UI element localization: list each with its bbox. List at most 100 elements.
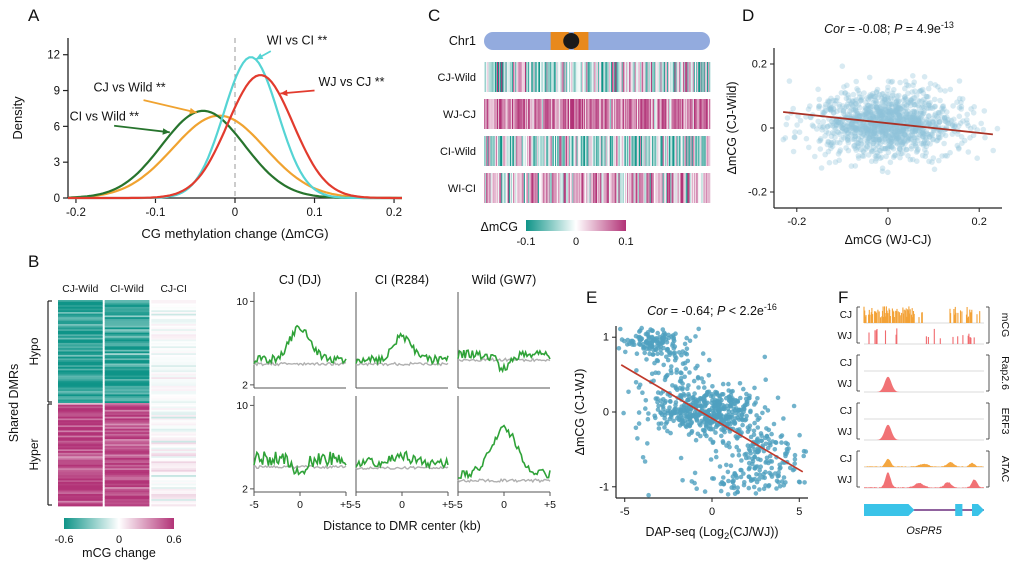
track-strip xyxy=(484,99,711,129)
svg-text:-1: -1 xyxy=(599,481,609,493)
y-axis-label: Density xyxy=(10,96,25,140)
heatmap-col-label: CJ-CI xyxy=(161,284,187,295)
profile-col-title: Wild (GW7) xyxy=(472,273,537,287)
svg-text:2: 2 xyxy=(242,379,248,391)
svg-text:0: 0 xyxy=(885,216,891,228)
svg-text:2: 2 xyxy=(242,483,248,495)
y-axis-label: ΔmCG (CJ-WJ) xyxy=(573,369,587,456)
x-axis-label: ΔmCG (WJ-CJ) xyxy=(845,233,932,247)
svg-text:-0.2: -0.2 xyxy=(787,216,806,228)
signal-bars xyxy=(868,328,975,344)
svg-text:0: 0 xyxy=(761,123,767,135)
svg-text:0: 0 xyxy=(399,499,405,511)
svg-text:12: 12 xyxy=(47,50,60,62)
svg-text:5: 5 xyxy=(796,506,802,518)
heatmap-col-label: CJ-Wild xyxy=(62,284,98,295)
curve-annotation: CI vs Wild ** xyxy=(70,109,140,123)
svg-text:6: 6 xyxy=(54,121,60,133)
signal-peak xyxy=(864,472,984,488)
signal-peak xyxy=(864,458,984,467)
svg-text:-5: -5 xyxy=(351,499,360,511)
svg-text:10: 10 xyxy=(236,296,248,308)
svg-text:0: 0 xyxy=(501,499,507,511)
panel-b: B CJ-Wild CI-Wild CJ-CI Hypo Hyper Shared DMR… xyxy=(6,250,572,560)
heatmap-col-label: CI-Wild xyxy=(110,284,144,295)
svg-text:0: 0 xyxy=(232,207,238,219)
control-profile-line xyxy=(253,464,347,470)
row-group-label: Hypo xyxy=(27,337,41,365)
panel-a-label: A xyxy=(28,6,40,25)
track-group-label: ERF3 xyxy=(999,408,1011,435)
control-profile-line xyxy=(458,357,551,363)
treatment-profile-line xyxy=(355,450,449,470)
svg-text:0: 0 xyxy=(54,193,60,205)
control-profile-line xyxy=(457,478,551,484)
svg-text:0: 0 xyxy=(297,499,303,511)
gene-exon xyxy=(955,504,963,516)
control-profile-line xyxy=(355,361,449,367)
track-row-label: WJ xyxy=(838,475,852,486)
svg-text:-5: -5 xyxy=(249,499,258,511)
panel-f: F CJ WJ mCG CJ WJ Rap2.6 CJ WJ ERF3 CJ WJ ATAC OsPR5 xyxy=(828,288,1024,562)
svg-text:0: 0 xyxy=(603,407,609,419)
scatter-points xyxy=(780,63,1001,176)
track-strip xyxy=(484,136,711,166)
panel-e-scatter: -5 0 5 -1 0 1 DAP-seq (Log2(CJ/WJ)) ΔmCG (CJ-WJ… xyxy=(573,325,809,542)
density-curve xyxy=(67,114,402,200)
track-group-label: ATAC xyxy=(999,456,1011,483)
treatment-profile-line xyxy=(355,331,449,367)
track-label: WI-CI xyxy=(448,183,476,195)
panel-d: D Cor = -0.08; P = 4.9e-13 -0.2 0 0.2 -0.2 0… xyxy=(720,2,1022,254)
track-row-label: WJ xyxy=(838,331,852,342)
treatment-profile-line xyxy=(457,349,551,374)
track-row-label: CJ xyxy=(840,358,852,369)
control-profile-line xyxy=(355,465,449,471)
profiles-x-label: Distance to DMR center (kb) xyxy=(323,519,481,533)
track-group-label: Rap2.6 xyxy=(999,356,1011,390)
svg-text:0.1: 0.1 xyxy=(307,207,323,219)
track-strip xyxy=(484,173,711,203)
svg-text:-0.6: -0.6 xyxy=(55,534,74,546)
track-row-label: WJ xyxy=(838,379,852,390)
treatment-profile-line xyxy=(457,424,551,480)
track-row-label: CJ xyxy=(840,310,852,321)
svg-text:10: 10 xyxy=(236,400,248,412)
chromosome-band xyxy=(550,32,569,50)
gene-exon-arrow xyxy=(972,504,984,516)
track-label: CJ-Wild xyxy=(438,72,477,84)
colorbar-label: ΔmCG xyxy=(480,220,518,234)
row-group-label: Hyper xyxy=(27,438,41,470)
centromere-dot xyxy=(563,33,580,49)
panel-f-label: F xyxy=(838,288,849,307)
panel-d-scatter: -0.2 0 0.2 -0.2 0 0.2 ΔmCG (WJ-CJ) ΔmCG (CJ-Wil… xyxy=(725,48,1002,247)
colorbar xyxy=(64,518,174,529)
signal-peak xyxy=(864,424,984,440)
svg-text:1: 1 xyxy=(603,332,609,344)
track-row-label: CJ xyxy=(840,454,852,465)
density-curves xyxy=(67,56,402,200)
y-axis-label: ΔmCG (CJ-Wild) xyxy=(725,81,739,174)
svg-text:3: 3 xyxy=(54,157,60,169)
panel-a-density-chart: -0.2 -0.1 0 0.1 0.2 0 3 6 9 12 CG methylation chan… xyxy=(10,34,402,241)
scatter-points xyxy=(616,325,809,498)
svg-text:0.2: 0.2 xyxy=(386,207,402,219)
treatment-profile-line xyxy=(253,324,347,365)
colorbar xyxy=(526,220,626,231)
treatment-profile-line xyxy=(253,450,347,476)
signal-bars xyxy=(863,306,981,323)
panel-e: E Cor = -0.64; P < 2.2e-16 -5 0 5 -1 0 1 DAP-s… xyxy=(572,288,828,562)
profile-col-title: CI (R284) xyxy=(375,273,429,287)
svg-text:0.6: 0.6 xyxy=(166,534,181,546)
track-label: CI-Wild xyxy=(440,146,476,158)
panel-b-label: B xyxy=(28,252,40,271)
chromosome-ideogram xyxy=(484,32,710,50)
panel-c: C Chr1 CJ-Wild WJ-CJ CI-Wild WI-CI ΔmCG -0.1 0 0… xyxy=(418,2,720,252)
x-axis-label: CG methylation change (ΔmCG) xyxy=(141,226,328,241)
regression-line xyxy=(620,364,804,473)
svg-text:0: 0 xyxy=(573,236,579,248)
track-row-label: CJ xyxy=(840,406,852,417)
track-strip xyxy=(484,62,711,92)
profile-col-title: CJ (DJ) xyxy=(279,273,321,287)
panel-b-heatmap: CJ-Wild CI-Wild CJ-CI Hypo Hyper Shared DMRs -… xyxy=(7,284,196,560)
